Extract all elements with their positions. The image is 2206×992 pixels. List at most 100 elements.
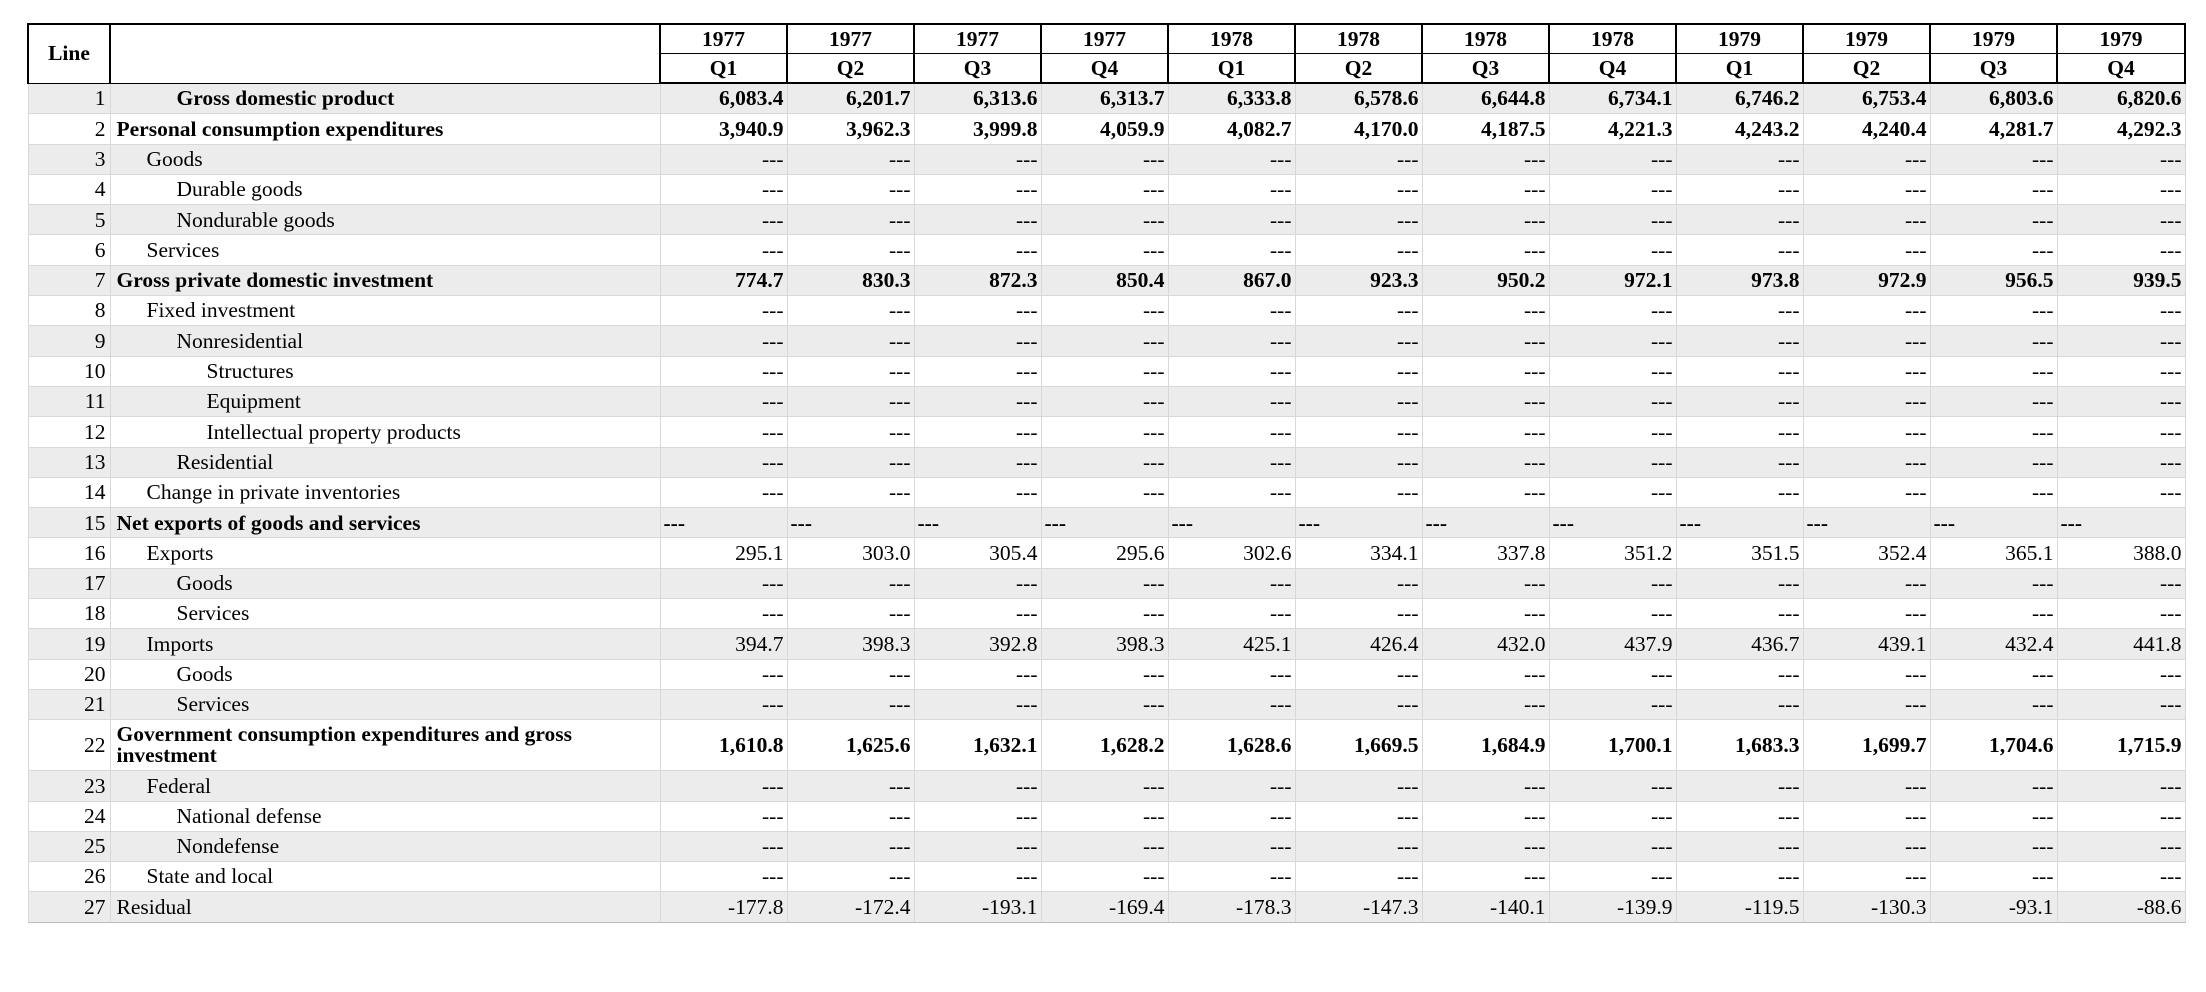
value-cell: --- [1421,598,1550,630]
value-cell: --- [913,234,1042,266]
value-cell: --- [786,234,915,266]
line-number: 13 [27,446,111,478]
value-cell: --- [913,830,1042,863]
value-cell: --- [1929,688,2058,721]
value-cell: --- [1040,446,1169,478]
value-cell: 4,170.0 [1294,113,1423,145]
quarter-header: Q3 [913,53,1042,84]
value-cell: --- [659,385,788,418]
line-number: 24 [27,800,111,832]
row-label: Nondefense [109,830,661,863]
row-label: Gross domestic product [109,82,661,115]
value-cell: --- [1802,295,1931,327]
value-cell: --- [786,507,915,539]
value-cell: --- [1548,770,1677,802]
value-cell: --- [1040,567,1169,600]
value-cell: --- [1167,446,1296,478]
value-cell: --- [1040,385,1169,418]
value-cell: 867.0 [1167,264,1296,297]
value-cell: --- [1294,143,1423,175]
value-cell: --- [2056,204,2186,236]
value-cell: --- [1040,658,1169,690]
value-cell: 398.3 [1040,628,1169,660]
line-number: 25 [27,830,111,863]
value-cell: --- [1294,830,1423,863]
value-cell: --- [1548,598,1677,630]
value-cell: --- [1421,688,1550,721]
value-cell: 3,999.8 [913,113,1042,145]
value-cell: --- [1548,830,1677,863]
value-cell: --- [1421,800,1550,832]
value-cell: 394.7 [659,628,788,660]
value-cell: 398.3 [786,628,915,660]
row-label: Nonresidential [109,325,661,357]
year-header: 1977 [1040,23,1169,54]
line-number: 9 [27,325,111,357]
value-cell: 388.0 [2056,537,2186,569]
value-cell: 950.2 [1421,264,1550,297]
value-cell: 365.1 [1929,537,2058,569]
value-cell: 6,333.8 [1167,82,1296,115]
value-cell: --- [1167,143,1296,175]
quarter-header: Q3 [1929,53,2058,84]
value-cell: --- [659,416,788,448]
table-row: 4 Durable goods --- --- --- --- --- --- --- --- --… [27,173,2186,206]
line-number: 6 [27,234,111,266]
table-row: 5 Nondurable goods --- --- --- --- --- --- --- --… [27,204,2186,236]
value-cell: -88.6 [2056,891,2186,923]
value-cell: --- [659,234,788,266]
value-cell: --- [659,476,788,509]
row-label: Structures [109,355,661,387]
row-label: Federal [109,770,661,802]
line-number: 16 [27,537,111,569]
year-header: 1978 [1548,23,1677,54]
value-cell: --- [1040,143,1169,175]
table-row: 22 Government consumption expenditures an… [27,719,2186,772]
row-label: Exports [109,537,661,569]
value-cell: 3,962.3 [786,113,915,145]
value-cell: --- [913,446,1042,478]
row-label: Services [109,598,661,630]
row-label: Goods [109,658,661,690]
year-header: 1977 [786,23,915,54]
row-label: Residual [109,891,661,923]
value-cell: 432.4 [1929,628,2058,660]
value-cell: --- [1929,385,2058,418]
value-cell: --- [913,385,1042,418]
value-cell: 972.1 [1548,264,1677,297]
gdp-quarterly-table: Line 1977 1977 1977 1977 1978 1978 1978 1978 197… [27,23,2186,923]
row-label: National defense [109,800,661,832]
row-label: Services [109,234,661,266]
value-cell: --- [913,143,1042,175]
line-number: 2 [27,113,111,145]
table-row: 27 Residual -177.8 -172.4 -193.1 -169.4 -178.3… [27,891,2186,923]
value-cell: --- [1421,770,1550,802]
value-cell: --- [1548,688,1677,721]
value-cell: --- [1040,325,1169,357]
value-cell: --- [1421,143,1550,175]
value-cell: 441.8 [2056,628,2186,660]
value-cell: --- [913,688,1042,721]
value-cell: --- [1421,385,1550,418]
value-cell: --- [913,355,1042,387]
value-cell: --- [1802,770,1931,802]
value-cell: --- [659,143,788,175]
value-cell: --- [1802,234,1931,266]
value-cell: --- [913,800,1042,832]
row-label: Government consumption expenditures and … [109,719,661,772]
value-cell: --- [1167,234,1296,266]
quarter-header: Q4 [2056,53,2186,84]
line-number: 12 [27,416,111,448]
value-cell: --- [1548,204,1677,236]
value-cell: --- [1167,355,1296,387]
value-cell: --- [2056,861,2186,893]
value-cell: --- [1675,800,1804,832]
line-number: 23 [27,770,111,802]
value-cell: --- [1675,830,1804,863]
value-cell: --- [1548,355,1677,387]
value-cell: --- [1929,234,2058,266]
value-cell: 1,715.9 [2056,719,2186,772]
value-cell: --- [1421,476,1550,509]
row-label: Goods [109,567,661,600]
value-cell: --- [659,204,788,236]
